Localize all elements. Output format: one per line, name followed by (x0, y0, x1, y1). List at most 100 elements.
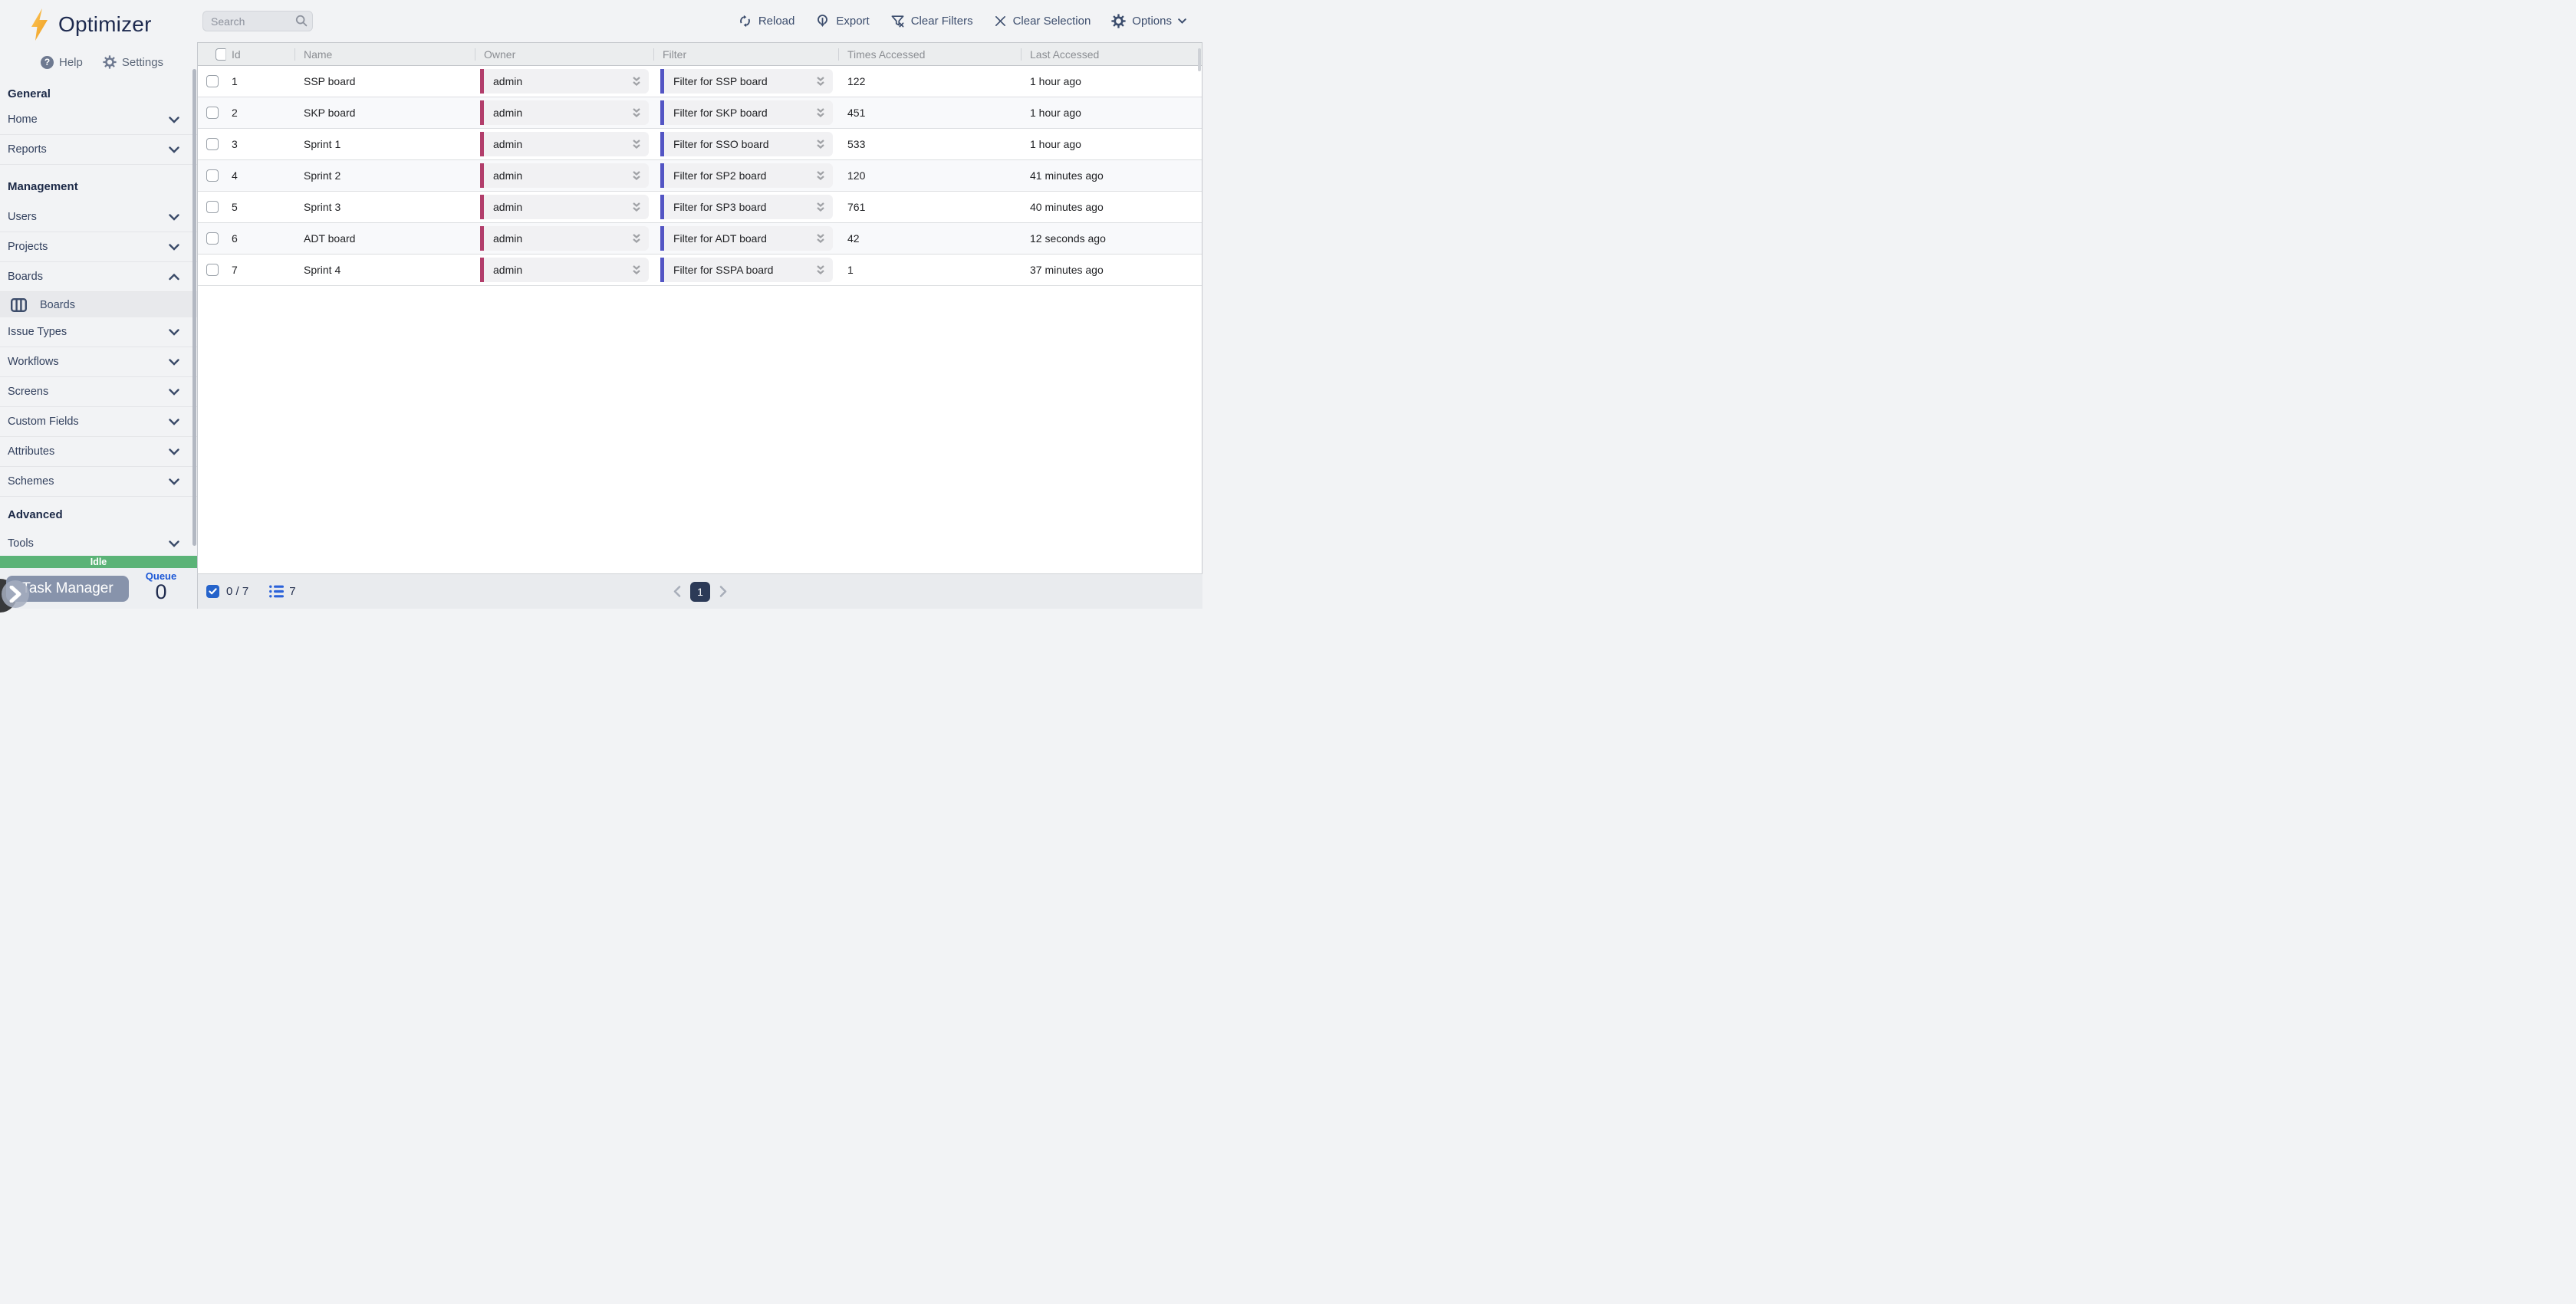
owner-select[interactable]: admin (480, 163, 649, 188)
sidebar-item-projects[interactable]: Projects (0, 232, 197, 262)
row-checkbox[interactable] (206, 264, 219, 276)
help-icon: ? (41, 55, 54, 69)
chevron-up-icon (169, 273, 179, 280)
filter-select[interactable]: Filter for SSPA board (660, 258, 833, 282)
prev-page-button[interactable] (673, 586, 681, 597)
owner-select[interactable]: admin (480, 226, 649, 251)
columns-board-icon (11, 297, 27, 312)
task-manager-bar: Task Manager Queue 0 (0, 568, 197, 613)
sidebar-item-label: Attributes (8, 445, 55, 458)
header-checkbox-cell (198, 43, 225, 66)
filter-value: Filter for SSPA board (673, 264, 774, 276)
sidebar-item-users[interactable]: Users (0, 202, 197, 232)
sidebar-item-workflows[interactable]: Workflows (0, 347, 197, 377)
row-checkbox[interactable] (206, 169, 219, 182)
sidebar: Optimizer ? Help (0, 0, 197, 613)
cell-times-accessed: 1 (847, 264, 854, 276)
main-area: Reload Export (197, 0, 1202, 609)
help-button[interactable]: ? Help (41, 55, 83, 69)
clear-selection-button[interactable]: Clear Selection (994, 15, 1091, 28)
sidebar-scrollbar[interactable] (192, 69, 196, 546)
sidebar-item-label: Boards (8, 271, 43, 283)
filter-select[interactable]: Filter for SP3 board (660, 195, 833, 219)
owner-select[interactable]: admin (480, 69, 649, 94)
task-manager-expand-handle[interactable] (2, 580, 29, 608)
sidebar-item-reports[interactable]: Reports (0, 135, 197, 165)
column-header-id[interactable]: Id (225, 43, 294, 66)
row-checkbox[interactable] (206, 75, 219, 87)
owner-value: admin (493, 169, 523, 182)
export-button[interactable]: Export (815, 14, 870, 28)
page-1-button[interactable]: 1 (690, 581, 710, 602)
filter-select[interactable]: Filter for SSO board (660, 132, 833, 156)
cell-last-accessed: 1 hour ago (1030, 138, 1081, 150)
double-chevron-down-icon (817, 77, 824, 86)
clear-filters-button[interactable]: Clear Filters (890, 14, 973, 28)
owner-select[interactable]: admin (480, 258, 649, 282)
search-input[interactable] (202, 11, 313, 31)
cell-times-accessed: 451 (847, 107, 866, 119)
double-chevron-down-icon (817, 265, 824, 274)
table-scrollbar[interactable] (1198, 48, 1201, 71)
chevron-down-icon (169, 418, 179, 425)
column-header-times-accessed[interactable]: Times Accessed (838, 43, 1021, 66)
x-icon (995, 16, 1005, 26)
filter-value: Filter for ADT board (673, 232, 767, 245)
cell-name: Sprint 1 (304, 138, 341, 150)
owner-select[interactable]: admin (480, 195, 649, 219)
row-checkbox[interactable] (206, 138, 219, 150)
filter-value: Filter for SP2 board (673, 169, 767, 182)
next-page-button[interactable] (719, 586, 727, 597)
column-header-owner[interactable]: Owner (475, 43, 653, 66)
sidebar-item-screens[interactable]: Screens (0, 377, 197, 407)
options-button[interactable]: Options (1111, 14, 1186, 28)
column-header-name[interactable]: Name (294, 43, 475, 66)
row-checkbox[interactable] (206, 232, 219, 245)
cell-name: Sprint 3 (304, 201, 341, 213)
cell-name: Sprint 2 (304, 169, 341, 182)
selection-checkbox-checked[interactable] (206, 585, 219, 598)
filter-value: Filter for SP3 board (673, 201, 767, 213)
sidebar-item-schemes[interactable]: Schemes (0, 467, 197, 497)
sidebar-item-home[interactable]: Home (0, 105, 197, 135)
owner-value: admin (493, 232, 523, 245)
sidebar-item-issue-types[interactable]: Issue Types (0, 317, 197, 347)
filter-select[interactable]: Filter for ADT board (660, 226, 833, 251)
chevron-down-icon (169, 358, 179, 366)
chevron-down-icon (169, 478, 179, 485)
sidebar-item-label: Projects (8, 241, 48, 253)
filter-select[interactable]: Filter for SKP board (660, 100, 833, 125)
cell-times-accessed: 122 (847, 75, 866, 87)
owner-select[interactable]: admin (480, 132, 649, 156)
sidebar-item-label: Screens (8, 386, 49, 398)
settings-button[interactable]: Settings (103, 55, 163, 69)
row-checkbox[interactable] (206, 107, 219, 119)
cell-last-accessed: 1 hour ago (1030, 75, 1081, 87)
filter-select[interactable]: Filter for SSP board (660, 69, 833, 94)
chevron-down-icon (169, 388, 179, 396)
chevron-down-icon (169, 448, 179, 455)
select-all-checkbox[interactable] (215, 48, 225, 61)
sidebar-item-tools[interactable]: Tools (0, 529, 197, 559)
double-chevron-down-icon (633, 265, 640, 274)
reload-button[interactable]: Reload (738, 14, 795, 28)
table-row: 4 Sprint 2 admin Filter for SP2 board 12… (198, 160, 1202, 192)
chevron-right-icon (9, 586, 21, 603)
double-chevron-down-icon (817, 140, 824, 149)
column-header-last-accessed[interactable]: Last Accessed (1021, 43, 1202, 66)
owner-value: admin (493, 107, 523, 119)
options-label: Options (1132, 15, 1172, 28)
chevron-down-icon (169, 328, 179, 336)
sidebar-item-custom-fields[interactable]: Custom Fields (0, 407, 197, 437)
table-header-row: Id Name Owner Filter Times Accessed Last… (198, 43, 1202, 66)
owner-select[interactable]: admin (480, 100, 649, 125)
row-checkbox[interactable] (206, 201, 219, 213)
sidebar-item-attributes[interactable]: Attributes (0, 437, 197, 467)
column-header-filter[interactable]: Filter (653, 43, 838, 66)
sidebar-subitem-boards[interactable]: Boards (0, 292, 197, 317)
chevron-down-icon (1178, 18, 1186, 24)
filter-select[interactable]: Filter for SP2 board (660, 163, 833, 188)
sidebar-item-boards[interactable]: Boards (0, 262, 197, 292)
cell-id: 4 (232, 169, 238, 182)
app-title: Optimizer (58, 12, 152, 36)
